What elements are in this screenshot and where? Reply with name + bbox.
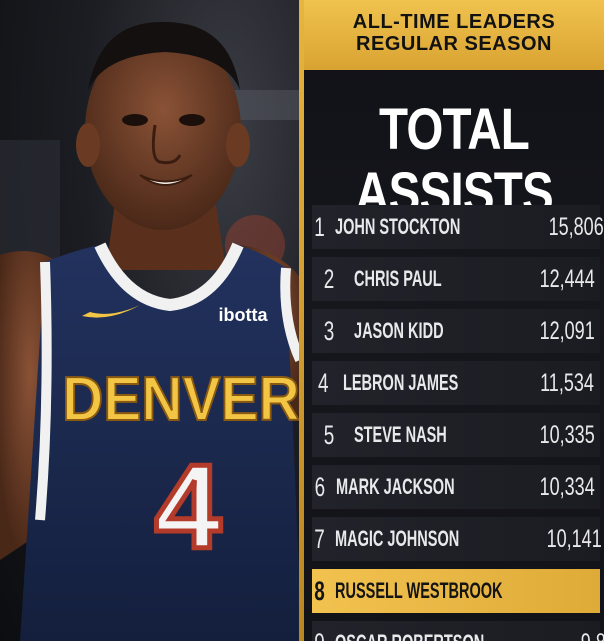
leader-value: 10,141 [546,524,602,553]
leader-rank: 7 [314,523,325,554]
leader-rank: 5 [323,419,335,450]
leader-name: JASON KIDD [354,318,444,343]
leader-name: RUSSELL WESTBROOK [335,578,503,603]
leader-rank: 1 [314,211,325,242]
leader-name: JOHN STOCKTON [335,214,461,239]
leader-rank: 6 [314,471,326,502]
banner: ALL-TIME LEADERS REGULAR SEASON [304,0,604,70]
leaders-panel: ALL-TIME LEADERS REGULAR SEASON TOTAL AS… [304,0,604,641]
leader-rank: 4 [318,367,329,398]
leader-value: 15,806 [548,212,604,241]
leader-value: 12,444 [539,264,595,293]
leader-name: MAGIC JOHNSON [335,526,460,551]
leader-value: 11,534 [540,368,595,397]
swoosh-icon [82,305,140,318]
banner-line-1: ALL-TIME LEADERS [352,11,556,33]
banner-line-2: REGULAR SEASON [356,33,552,55]
leader-name: OSCAR ROBERTSON [335,630,484,641]
leader-rank: 2 [323,263,335,294]
leader-rank: 3 [323,315,335,346]
leader-name: MARK JACKSON [335,474,455,499]
leader-value: 10,334 [539,472,595,501]
leader-row: 2 CHRIS PAUL 12,444 [312,257,600,301]
leader-row: 9 OSCAR ROBERTSON 9,887 [312,621,604,641]
player-photo: ibotta DENVER 4 [0,0,302,641]
leader-value: 9,887 [581,629,604,641]
leader-row: 6 MARK JACKSON 10,334 [312,465,600,509]
leader-value: 12,091 [539,316,595,345]
leader-row: 4 LEBRON JAMES 11,534 [312,361,600,405]
leader-row: 3 JASON KIDD 12,091 [312,309,600,353]
leader-name: CHRIS PAUL [354,266,442,291]
leader-row: 7 MAGIC JOHNSON 10,141 [312,517,602,561]
divider [299,0,304,641]
leader-row: 5 STEVE NASH 10,335 [312,413,600,457]
leader-rank: 9 [314,628,325,641]
leader-row: 1 JOHN STOCKTON 15,806 [312,205,604,249]
jersey-team: DENVER [62,364,300,434]
leader-name: LEBRON JAMES [342,370,458,395]
jersey-number: 4 [155,440,222,574]
player-illustration: ibotta DENVER 4 [0,30,302,641]
leader-name: STEVE NASH [354,422,447,447]
jersey-sponsor: ibotta [219,305,269,325]
leader-rank: 8 [314,575,325,606]
leader-value: 10,335 [539,420,595,449]
